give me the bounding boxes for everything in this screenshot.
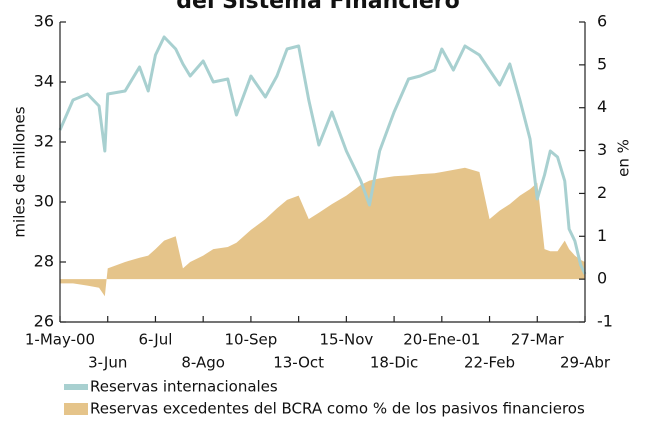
y-tick-label: 34 (34, 72, 54, 91)
y-tick-label: 32 (34, 132, 54, 151)
chart-title: del Sistema Financiero (176, 0, 459, 14)
y2-tick-label: 4 (597, 97, 607, 116)
y2-tick-label: 2 (597, 183, 607, 202)
x-tick-label: 20-Ene-01 (403, 331, 480, 349)
x-tick-label: 22-Feb (464, 354, 515, 372)
x-tick-label: 18-Dic (370, 354, 418, 372)
x-tick-label: 29-Abr (560, 354, 611, 372)
y2-tick-label: 0 (597, 269, 607, 288)
y2-axis-label: en % (615, 139, 633, 177)
legend-swatch (64, 384, 88, 390)
y-tick-label: 26 (34, 312, 54, 331)
y2-tick-label: 5 (597, 54, 607, 73)
line (58, 35, 587, 275)
x-tick-label: 27-Mar (511, 331, 565, 349)
x-tick-label: 10-Sep (225, 331, 278, 349)
x-tick-label: 15-Nov (319, 331, 373, 349)
area (60, 167, 585, 297)
y2-tick-label: 3 (597, 140, 607, 159)
y-tick-label: 30 (34, 192, 54, 211)
x-tick-label: 3-Jun (88, 354, 127, 372)
y2-tick-label: 1 (597, 226, 607, 245)
legend-swatch (64, 403, 88, 415)
x-tick-label: 6-Jul (139, 331, 173, 349)
x-tick-label: 8-Ago (181, 354, 225, 372)
y-axis-label: miles de millones (11, 106, 29, 237)
x-tick-label: 1-May-00 (25, 331, 95, 349)
y-tick-label: 28 (34, 252, 54, 271)
y2-tick-label: 6 (597, 12, 607, 31)
y-tick-label: 36 (34, 12, 54, 31)
y2-tick-label: -1 (597, 312, 613, 331)
legend-label: Reservas excedentes del BCRA como % de l… (90, 400, 585, 418)
x-tick-label: 13-Oct (273, 354, 324, 372)
legend-label: Reservas internacionales (90, 378, 278, 396)
